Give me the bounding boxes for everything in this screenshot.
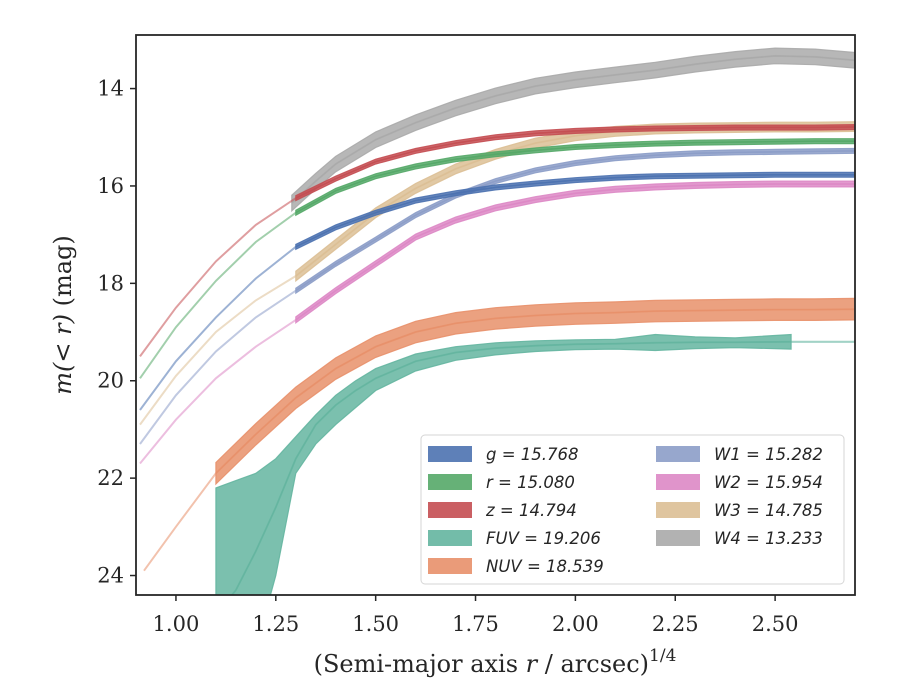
series-nuv-band	[215, 297, 855, 486]
y-tick-label: 22	[97, 466, 124, 490]
legend-swatch-r	[428, 474, 472, 490]
legend-swatch-w4	[656, 530, 700, 546]
legend-label-w4: W4 = 13.233	[714, 529, 823, 548]
series-g	[139, 171, 855, 411]
series-r-line	[295, 140, 855, 214]
x-axis: 1.00 1.25 1.50 1.75 2.00 2.25 2.50	[153, 595, 799, 636]
legend-swatch-g	[428, 446, 472, 462]
legend-label-w2: W2 = 15.954	[714, 473, 823, 492]
series-nuv-line	[215, 308, 855, 474]
x-tick-label: 2.25	[652, 612, 699, 636]
series-fuv-band	[215, 333, 792, 595]
series-w2-band	[295, 180, 855, 324]
series-w4	[291, 47, 855, 213]
x-tick-label: 1.00	[153, 612, 200, 636]
x-axis-label: (Semi-major axis r / arcsec)1/4	[314, 646, 677, 678]
series-g-line	[295, 174, 855, 248]
x-tick-label: 1.25	[252, 612, 299, 636]
series-z-line	[295, 126, 855, 199]
legend-swatch-nuv	[428, 558, 472, 574]
legend-swatch-z	[428, 502, 472, 518]
y-tick-label: 18	[97, 271, 124, 295]
legend-swatch-w2	[656, 474, 700, 490]
legend: g = 15.768 r = 15.080 z = 14.794 FUV = 19.2…	[420, 434, 845, 585]
y-tick-label: 24	[97, 564, 124, 588]
series-z-band	[295, 123, 855, 202]
legend-label-z: z = 14.794	[485, 501, 577, 520]
legend-label-nuv: NUV = 18.539	[486, 557, 604, 576]
x-tick-label: 1.75	[452, 612, 499, 636]
plot-frame	[135, 34, 856, 596]
y-axis-label: m(< r) (mag)	[49, 235, 77, 395]
y-axis: 14 16 18 20 22 24	[97, 77, 136, 588]
legend-swatch-fuv	[428, 530, 472, 546]
series-z	[139, 123, 855, 357]
x-tick-label: 2.50	[752, 612, 799, 636]
legend-label-r: r = 15.080	[486, 473, 575, 492]
series-g-band	[295, 171, 855, 251]
series-fuv-line	[231, 341, 792, 595]
series-nuv	[143, 297, 855, 572]
series-w1	[139, 147, 855, 445]
y-tick-label: 14	[97, 77, 124, 101]
series-w1-line	[295, 150, 855, 292]
legend-label-g: g = 15.768	[486, 445, 579, 464]
series-r	[139, 138, 855, 379]
series-w2	[139, 180, 855, 465]
series-fuv	[215, 333, 855, 595]
series-w4-line	[291, 55, 855, 204]
series-w3-band	[295, 121, 855, 283]
legend-box	[420, 434, 845, 585]
x-tick-label: 1.50	[352, 612, 399, 636]
y-tick-label: 16	[97, 174, 124, 198]
series-r-band	[295, 138, 855, 217]
legend-swatch-w3	[656, 502, 700, 518]
y-tick-label: 20	[97, 369, 124, 393]
x-tick-label: 2.00	[552, 612, 599, 636]
legend-label-w1: W1 = 15.282	[714, 445, 823, 464]
series-layer	[139, 47, 855, 595]
legend-label-w3: W3 = 14.785	[714, 501, 823, 520]
legend-swatch-w1	[656, 446, 700, 462]
series-w2-line	[295, 183, 855, 321]
legend-label-fuv: FUV = 19.206	[486, 529, 601, 548]
